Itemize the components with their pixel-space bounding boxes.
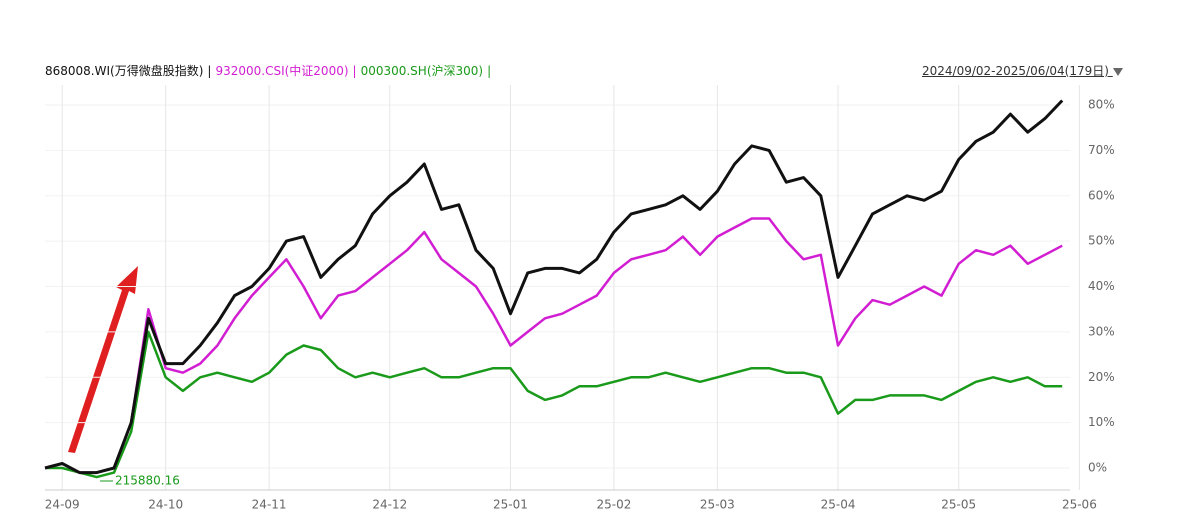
series-line (44, 99, 1064, 475)
x-tick-label: 24-11 (252, 498, 287, 512)
legend-entry: 000300.SH(沪深300) (360, 64, 484, 78)
legend-separator: | (487, 64, 492, 78)
y-tick-label: 0% (1088, 461, 1107, 475)
x-tick-label: 24-09 (45, 498, 80, 512)
legend-entry: 868008.WI(万得微盘股指数) (45, 64, 204, 78)
y-tick-label: 70% (1088, 143, 1115, 157)
legend: 868008.WI(万得微盘股指数) | 932000.CSI(中证2000) | 00… (45, 62, 495, 79)
x-tick-label: 25-06 (1062, 498, 1097, 512)
series-line (45, 330, 1063, 479)
legend-separator: | (207, 64, 212, 78)
series-line (44, 217, 1063, 474)
date-range[interactable]: 2024/09/02-2025/06/04(179日) (922, 62, 1123, 79)
y-tick-label: 50% (1088, 234, 1115, 248)
legend-separator: | (352, 64, 357, 78)
annotation: 215880.16 (115, 474, 180, 488)
y-tick-label: 40% (1088, 279, 1115, 293)
arrow (68, 266, 138, 453)
x-tick-label: 25-05 (941, 498, 976, 512)
x-tick-label: 25-01 (493, 498, 528, 512)
y-tick-label: 20% (1088, 370, 1115, 384)
x-tick-label: 25-03 (700, 498, 735, 512)
x-tick-label: 24-10 (148, 498, 183, 512)
x-tick-label: 25-02 (596, 498, 631, 512)
y-tick-label: 30% (1088, 324, 1115, 338)
date-range-text[interactable]: 2024/09/02-2025/06/04(179日) (922, 64, 1109, 78)
x-tick-label: 25-04 (821, 498, 856, 512)
legend-entry: 932000.CSI(中证2000) (215, 64, 349, 78)
y-tick-label: 80% (1088, 98, 1115, 112)
y-tick-label: 60% (1088, 188, 1115, 202)
y-tick-label: 10% (1088, 415, 1115, 429)
x-tick-label: 24-12 (372, 498, 407, 512)
dropdown-icon[interactable] (1112, 67, 1123, 76)
